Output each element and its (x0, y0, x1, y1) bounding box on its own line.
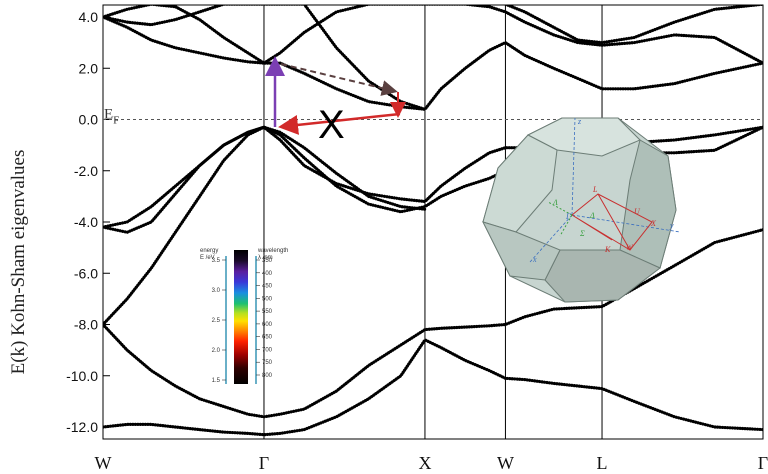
band-1 (103, 338, 763, 437)
indirect-dashed-arrow (280, 63, 398, 96)
bz-label-U: U (634, 207, 641, 216)
bz-label-lambda: Λ (552, 198, 558, 207)
brillouin-zone-inset: L Γ X U K W Λ Δ Σ x y z (482, 117, 681, 303)
wavelength-tick-label: 700 (262, 347, 273, 353)
transition-arrows: X (265, 56, 406, 147)
y-tick-label: 0.0 (79, 112, 99, 128)
energy-tick-label: 2.0 (212, 348, 221, 354)
energy-unit: E /eV (200, 255, 215, 261)
bz-label-axis-y: y (669, 221, 674, 230)
bz-label-X: X (650, 219, 657, 228)
bz-label-L: L (592, 185, 598, 194)
band-8 (103, 5, 427, 111)
band-2 (103, 228, 763, 419)
x-tick-label: X (418, 453, 431, 473)
energy-label: energy (200, 248, 218, 254)
bz-label-gamma: Γ (565, 212, 571, 221)
x-tick-label: W (95, 453, 112, 473)
bz-axis-z (571, 117, 576, 216)
y-tick-label: 4.0 (79, 9, 99, 25)
bz-axis-y (571, 214, 681, 233)
y-tick-label: -4.0 (74, 214, 98, 230)
x-tick-label: W (497, 453, 514, 473)
x-tick-label: L (597, 453, 608, 473)
wavelength-tick-label: 400 (262, 271, 273, 277)
x-tick-label: Γ (758, 453, 768, 473)
wavelength-tick-label: 800 (262, 373, 273, 379)
bz-symmetry-path (571, 193, 653, 251)
wavelength-label: wavelength (257, 248, 288, 254)
forbidden-transition-mark: X (318, 103, 345, 147)
energy-tick-label: 3.5 (212, 258, 221, 264)
energy-tick-label: 1.5 (212, 378, 221, 384)
y-tick-label: -12.0 (66, 419, 98, 435)
indirect-red-arrow (278, 112, 401, 135)
wavelength-tick-label: 650 (262, 335, 273, 341)
wavelength-tick-label: 750 (262, 360, 273, 366)
energy-tick-label: 3.0 (212, 288, 221, 294)
y-tick-label: -6.0 (74, 265, 98, 281)
bz-label-axis-x: x (532, 255, 537, 264)
bz-label-delta: Δ (589, 211, 595, 220)
bz-label-sigma: Σ (579, 229, 585, 238)
bz-face-lower-left (482, 221, 561, 281)
band-6 (103, 15, 763, 111)
bz-label-axis-z: z (577, 117, 582, 126)
x-tick-label: Γ (259, 453, 269, 473)
bz-label-W: W (626, 243, 634, 252)
wavelength-unit: λ /nm (258, 255, 273, 261)
band-7 (103, 5, 763, 65)
fermi-level-label: EF (104, 107, 119, 127)
colorbar-spectrum (234, 250, 248, 384)
wavelength-tick-label: 550 (262, 309, 273, 315)
energy-tick-label: 2.5 (212, 318, 221, 324)
wavelength-tick-label: 350 (262, 258, 273, 264)
wavelength-tick-label: 450 (262, 284, 273, 290)
y-tick-label: 2.0 (79, 60, 99, 76)
y-axis-label: E(k) Kohn-Sham eigenvalues (8, 150, 29, 375)
y-tick-label: -8.0 (74, 317, 98, 333)
wavelength-ticks: 350 400 450 500 550 600 650 700 750 800 (256, 258, 273, 379)
band-9 (504, 5, 763, 45)
energy-ticks: 3.5 3.0 2.5 2.0 1.5 (212, 258, 226, 384)
y-tick-label: -10.0 (66, 368, 98, 384)
energy-wavelength-colorbar: energy E /eV wavelength λ /nm 3.5 3.0 2.5 2… (200, 248, 288, 384)
bz-axis-x (529, 214, 573, 263)
bz-green-lines (547, 201, 573, 237)
wavelength-tick-label: 500 (262, 296, 273, 302)
wavelength-tick-label: 600 (262, 322, 273, 328)
bz-label-K: K (604, 245, 611, 254)
y-tick-label: -2.0 (74, 163, 98, 179)
